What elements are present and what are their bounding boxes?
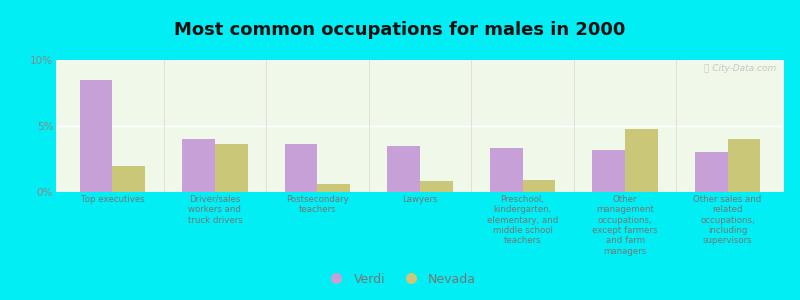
Text: ⓘ City-Data.com: ⓘ City-Data.com [705, 64, 777, 73]
Bar [182, 139, 215, 192]
Bar [522, 180, 555, 192]
Bar [694, 152, 728, 192]
Bar [728, 139, 761, 192]
Bar [215, 145, 248, 192]
Bar [79, 80, 112, 192]
Bar [387, 146, 420, 192]
Bar [420, 182, 453, 192]
Legend: Verdi, Nevada: Verdi, Nevada [319, 268, 481, 291]
Bar [318, 184, 350, 192]
Bar [285, 145, 318, 192]
Text: Most common occupations for males in 2000: Most common occupations for males in 200… [174, 21, 626, 39]
Bar [592, 150, 625, 192]
Bar [112, 166, 146, 192]
Bar [625, 129, 658, 192]
Bar [490, 148, 522, 192]
